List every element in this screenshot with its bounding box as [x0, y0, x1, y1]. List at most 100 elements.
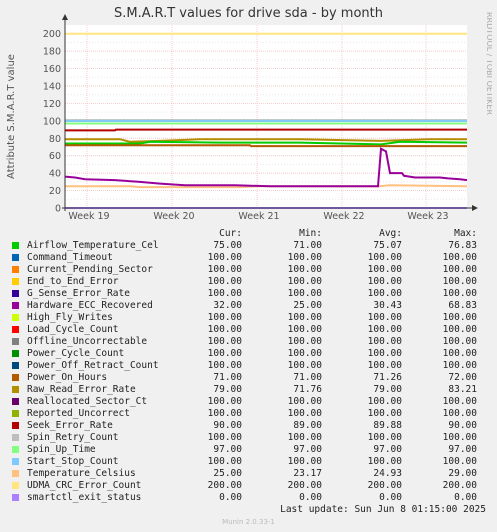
legend-series-name: Raw_Read_Error_Rate: [27, 384, 136, 395]
legend-value-avg: 100.00: [367, 348, 402, 359]
legend-value-max: 100.00: [442, 324, 477, 335]
legend-swatch: [12, 278, 19, 285]
legend-series-name: Power_On_Hours: [27, 372, 108, 383]
legend-item: G_Sense_Error_Rate 100.00 100.00 100.00 100.…: [12, 288, 490, 300]
x-tick-label: Week 21: [238, 211, 279, 222]
legend-value-avg: 100.00: [367, 408, 402, 419]
legend-series-name: Reported_Uncorrect: [27, 408, 130, 419]
legend-value-avg: 100.00: [367, 252, 402, 263]
legend-series-name: Offline_Uncorrectable: [27, 336, 148, 347]
legend-series-name: Load_Cycle_Count: [27, 324, 119, 335]
legend-series-name: High_Fly_Writes: [27, 312, 113, 323]
legend-value-cur: 90.00: [213, 420, 242, 431]
legend-swatch: [12, 482, 19, 489]
legend-value-cur: 71.00: [213, 372, 242, 383]
legend-value-max: 68.83: [448, 300, 477, 311]
side-label-text: RRDTOOL / TOBI OETIKER: [485, 12, 492, 115]
legend-value-cur: 100.00: [207, 276, 242, 287]
legend-series-name: Reallocated_Sector_Ct: [27, 396, 148, 407]
legend-value-min: 71.00: [293, 372, 322, 383]
legend-value-avg: 100.00: [367, 360, 402, 371]
legend-value-max: 100.00: [442, 396, 477, 407]
legend-header-min: Min:: [299, 228, 322, 239]
legend-swatch: [12, 338, 19, 345]
legend-value-min: 100.00: [287, 432, 322, 443]
legend-swatch: [12, 266, 19, 273]
legend-item: Command_Timeout 100.00 100.00 100.00 100.00: [12, 252, 490, 264]
legend-value-min: 100.00: [287, 360, 322, 371]
legend-value-avg: 100.00: [367, 312, 402, 323]
y-tick-label: 180: [43, 47, 61, 58]
legend-series-name: Airflow_Temperature_Cel: [27, 240, 159, 251]
legend-item: Spin_Up_Time 97.00 97.00 97.00 97.00: [12, 444, 490, 456]
legend-value-max: 97.00: [448, 444, 477, 455]
series-line: [65, 144, 467, 148]
legend-value-avg: 24.93: [373, 468, 402, 479]
legend-value-avg: 79.00: [373, 384, 402, 395]
legend-value-min: 0.00: [299, 492, 322, 503]
legend-item: Hardware_ECC_Recovered 32.00 25.00 30.43 68.…: [12, 300, 490, 312]
legend-value-min: 100.00: [287, 336, 322, 347]
legend-swatch: [12, 398, 19, 405]
legend-value-max: 200.00: [442, 480, 477, 491]
legend-value-min: 25.00: [293, 300, 322, 311]
y-tick-label: 40: [49, 169, 61, 180]
legend-value-cur: 100.00: [207, 252, 242, 263]
legend-swatch: [12, 434, 19, 441]
x-tick-label: Week 23: [407, 211, 448, 222]
legend-value-avg: 71.26: [373, 372, 402, 383]
y-tick-label: 80: [49, 134, 61, 145]
legend-value-min: 100.00: [287, 252, 322, 263]
y-axis-label: Attribute S.M.A.R.T value: [6, 54, 17, 179]
legend-item: Temperature_Celsius 25.00 23.17 24.93 29.00: [12, 468, 490, 480]
legend-value-max: 100.00: [442, 312, 477, 323]
legend-swatch: [12, 470, 19, 477]
legend-item: UDMA_CRC_Error_Count 200.00 200.00 200.00 20…: [12, 480, 490, 492]
legend-value-avg: 97.00: [373, 444, 402, 455]
legend-value-max: 100.00: [442, 252, 477, 263]
legend-item: Power_On_Hours 71.00 71.00 71.26 72.00: [12, 372, 490, 384]
y-tick-label: 0: [55, 204, 61, 215]
series-line: [65, 140, 468, 146]
legend-swatch: [12, 362, 19, 369]
legend-value-avg: 30.43: [373, 300, 402, 311]
legend-series-name: Temperature_Celsius: [27, 468, 136, 479]
legend-swatch: [12, 302, 19, 309]
legend-swatch: [12, 446, 19, 453]
legend-value-cur: 25.00: [213, 468, 242, 479]
legend-value-min: 100.00: [287, 396, 322, 407]
legend-value-min: 100.00: [287, 324, 322, 335]
legend-value-cur: 100.00: [207, 396, 242, 407]
legend-value-avg: 100.00: [367, 396, 402, 407]
rrdtool-side-label: RRDTOOL / TOBI OETIKER: [478, 10, 494, 180]
legend-swatch: [12, 350, 19, 357]
chart-title: S.M.A.R.T values for drive sda - by mont…: [114, 6, 383, 21]
y-tick-label: 100: [43, 116, 61, 127]
legend-series-name: Seek_Error_Rate: [27, 420, 113, 431]
legend-value-avg: 100.00: [367, 324, 402, 335]
legend-item: Seek_Error_Rate 90.00 89.00 89.88 90.00: [12, 420, 490, 432]
legend-value-avg: 89.88: [373, 420, 402, 431]
legend-value-cur: 0.00: [219, 492, 242, 503]
legend-series-name: G_Sense_Error_Rate: [27, 288, 130, 299]
legend-value-max: 100.00: [442, 408, 477, 419]
legend-header-max: Max:: [454, 228, 477, 239]
legend-value-avg: 100.00: [367, 456, 402, 467]
x-tick-label: Week 19: [68, 211, 109, 222]
legend-value-min: 100.00: [287, 456, 322, 467]
legend-value-avg: 0.00: [379, 492, 402, 503]
series-line: [65, 138, 467, 143]
legend-value-max: 100.00: [442, 360, 477, 371]
legend-swatch: [12, 422, 19, 429]
legend-value-cur: 200.00: [207, 480, 242, 491]
legend-value-cur: 100.00: [207, 312, 242, 323]
legend-item: Power_Off_Retract_Count 100.00 100.00 100.0…: [12, 360, 490, 372]
legend-value-max: 100.00: [442, 456, 477, 467]
legend-item: Start_Stop_Count 100.00 100.00 100.00 100.00: [12, 456, 490, 468]
legend-value-cur: 75.00: [213, 240, 242, 251]
legend-value-cur: 97.00: [213, 444, 242, 455]
legend-series-name: Hardware_ECC_Recovered: [27, 300, 153, 311]
legend-value-min: 100.00: [287, 348, 322, 359]
legend-value-cur: 100.00: [207, 348, 242, 359]
y-tick-label: 140: [43, 82, 61, 93]
